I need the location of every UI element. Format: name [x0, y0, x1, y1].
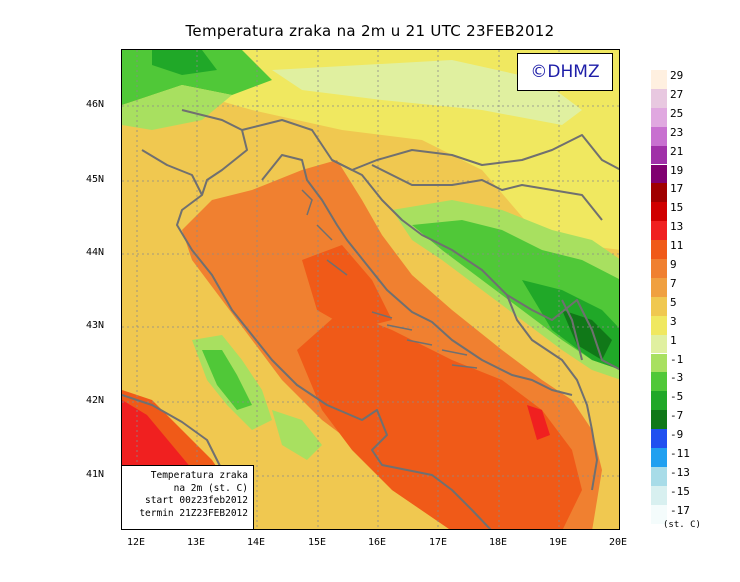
- legend-swatch: [651, 296, 667, 316]
- legend-swatch: [651, 88, 667, 108]
- lon-label-20e: 20E: [608, 537, 628, 548]
- map-canvas: [122, 50, 619, 529]
- lon-label-19e: 19E: [548, 537, 568, 548]
- lon-label-13e: 13E: [186, 537, 206, 548]
- legend-label: 15: [670, 201, 684, 215]
- legend-swatch: [651, 164, 667, 184]
- legend-swatch: [651, 485, 667, 505]
- lat-label-43n: 43N: [86, 320, 105, 331]
- info-line-1: Temperatura zraka: [150, 470, 248, 481]
- legend-label: 3: [670, 314, 677, 328]
- legend-label: -1: [670, 352, 684, 366]
- lon-label-18e: 18E: [488, 537, 508, 548]
- legend-swatch: [651, 107, 667, 127]
- sea-hot-north: [302, 245, 392, 330]
- legend-swatch: [651, 70, 667, 89]
- nw-cold-core: [152, 50, 217, 75]
- legend-units: (st. C): [663, 520, 701, 530]
- islands: [301, 189, 478, 369]
- legend-label: 23: [670, 125, 684, 139]
- info-line-4: termin 21Z23FEB2012: [139, 507, 248, 519]
- legend-label: 5: [670, 295, 677, 309]
- lat-label-42n: 42N: [86, 395, 105, 406]
- legend-swatch: [651, 353, 667, 373]
- legend-label: 25: [670, 106, 684, 120]
- legend-swatch: [651, 277, 667, 297]
- lon-label-15e: 15E: [307, 537, 327, 548]
- lat-label-41n: 41N: [86, 469, 105, 480]
- legend-label: -15: [670, 484, 690, 498]
- lon-label-12e: 12E: [126, 537, 146, 548]
- temperature-map: [121, 49, 620, 530]
- chart-title: Temperatura zraka na 2m u 21 UTC 23FEB20…: [185, 22, 555, 40]
- interior-coldest: [562, 310, 612, 360]
- legend-swatch: [651, 202, 667, 222]
- lon-label-16e: 16E: [367, 537, 387, 548]
- north-band: [272, 60, 582, 125]
- info-box: Temperatura zraka na 2m (st. C) start 00…: [121, 465, 254, 530]
- legend-swatch: [651, 504, 667, 524]
- legend-label: 7: [670, 276, 677, 290]
- sea-hot-zone: [297, 310, 582, 529]
- legend-label: 29: [670, 69, 684, 82]
- legend-label: -5: [670, 390, 684, 404]
- hot-spot-albania: [527, 405, 550, 440]
- legend-label: 11: [670, 239, 684, 253]
- info-line-3: start 00z23feb2012: [145, 495, 248, 506]
- info-line-2: na 2m (st. C): [173, 482, 248, 494]
- nw-light-zone: [122, 85, 232, 130]
- legend-label: 17: [670, 182, 684, 196]
- coastlines: [122, 109, 619, 529]
- legend-swatch: [651, 259, 667, 278]
- copyright-badge: ©DHMZ: [517, 53, 613, 91]
- graticule: [122, 50, 619, 529]
- legend-swatch: [651, 372, 667, 392]
- legend-swatch: [651, 183, 667, 203]
- legend-swatch: [651, 145, 667, 165]
- lon-label-17e: 17E: [428, 537, 448, 548]
- lat-label-44n: 44N: [86, 247, 105, 258]
- legend-label: -3: [670, 371, 684, 385]
- legend-label: 9: [670, 258, 677, 271]
- italy-cold-zone: [202, 350, 252, 410]
- legend-swatch: [651, 126, 667, 146]
- legend-swatch: [651, 315, 667, 335]
- legend-label: -17: [670, 503, 690, 517]
- legend-label: 21: [670, 144, 684, 158]
- legend-swatch: [651, 429, 667, 448]
- lon-label-14e: 14E: [246, 537, 266, 548]
- legend-swatch: [651, 391, 667, 411]
- legend-label: -11: [670, 447, 690, 460]
- lat-label-46n: 46N: [86, 99, 105, 110]
- legend-swatch: [651, 466, 667, 486]
- legend-label: 1: [670, 333, 677, 347]
- legend-label: 27: [670, 87, 684, 101]
- legend-swatch: [651, 448, 667, 467]
- legend-label: 19: [670, 163, 684, 177]
- legend-swatch: [651, 334, 667, 354]
- lat-label-45n: 45N: [86, 174, 105, 185]
- legend-label: -9: [670, 428, 684, 442]
- legend-label: -13: [670, 465, 690, 479]
- legend-label: 13: [670, 220, 684, 234]
- italy-cool-south: [272, 410, 322, 460]
- legend-label: -7: [670, 409, 684, 423]
- legend-swatch: [651, 410, 667, 430]
- legend-swatch: [651, 240, 667, 259]
- legend-swatch: [651, 221, 667, 241]
